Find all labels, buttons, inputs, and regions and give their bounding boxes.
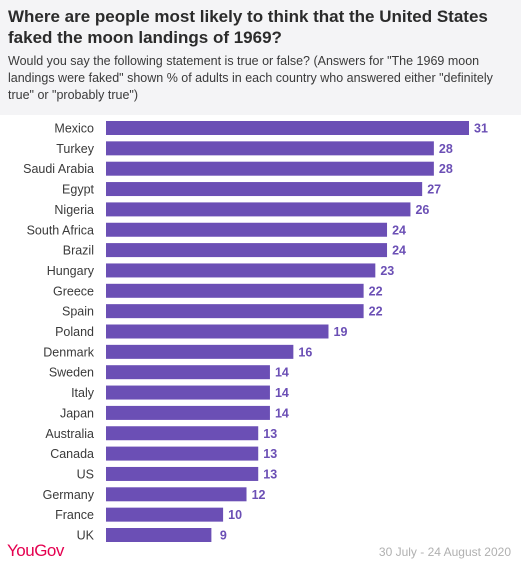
value-label-brazil: 24 xyxy=(392,244,406,258)
value-label-nigeria: 26 xyxy=(415,203,429,217)
category-label-japan: Japan xyxy=(60,406,94,420)
category-label-hungary: Hungary xyxy=(47,264,95,278)
bar-spain xyxy=(106,304,364,319)
value-label-mexico: 31 xyxy=(474,122,488,136)
value-label-germany: 12 xyxy=(252,488,266,502)
chart-header: Where are people most likely to think th… xyxy=(0,0,521,115)
bar-denmark xyxy=(106,344,294,359)
bar-italy xyxy=(106,385,270,400)
bar-chart: Mexico 31 Turkey 28 Saudi Arabia 28 Egypt 27 Nig… xyxy=(23,121,488,543)
category-label-italy: Italy xyxy=(71,386,95,400)
category-label-sweden: Sweden xyxy=(49,366,94,380)
value-label-canada: 13 xyxy=(263,447,277,461)
bar-brazil xyxy=(106,243,388,258)
value-label-france: 10 xyxy=(228,508,242,522)
value-label-australia: 13 xyxy=(263,427,277,441)
bar-mexico xyxy=(106,121,469,135)
chart-subtitle: Would you say the following statement is… xyxy=(8,54,493,102)
value-label-greece: 22 xyxy=(369,284,383,298)
category-label-mexico: Mexico xyxy=(54,122,94,136)
chart-title: Where are people most likely to think th… xyxy=(8,7,488,47)
yougov-logo: YouGov xyxy=(7,541,64,560)
value-label-poland: 19 xyxy=(334,325,348,339)
value-label-egypt: 27 xyxy=(427,183,441,197)
value-label-denmark: 16 xyxy=(298,345,312,359)
category-label-brazil: Brazil xyxy=(63,244,94,258)
category-label-turkey: Turkey xyxy=(56,142,94,156)
category-label-canada: Canada xyxy=(50,447,94,461)
bar-japan xyxy=(106,405,270,420)
bar-france xyxy=(106,507,224,522)
bar-germany xyxy=(106,487,247,502)
bar-greece xyxy=(106,283,364,298)
value-label-turkey: 28 xyxy=(439,142,453,156)
bar-south-africa xyxy=(106,222,388,237)
category-label-south-africa: South Africa xyxy=(27,223,94,237)
value-label-uk: 9 xyxy=(220,529,227,543)
bar-australia xyxy=(106,426,259,441)
category-label-us: US xyxy=(77,467,94,481)
category-label-france: France xyxy=(55,508,94,522)
bar-hungary xyxy=(106,263,376,278)
value-label-us: 13 xyxy=(263,467,277,481)
value-label-japan: 14 xyxy=(275,406,289,420)
category-label-greece: Greece xyxy=(53,284,94,298)
bar-egypt xyxy=(106,182,423,197)
category-label-poland: Poland xyxy=(55,325,94,339)
bar-poland xyxy=(106,324,329,339)
category-label-nigeria: Nigeria xyxy=(54,203,94,217)
value-label-hungary: 23 xyxy=(380,264,394,278)
bar-nigeria xyxy=(106,202,411,217)
date-range-footnote: 30 July - 24 August 2020 xyxy=(378,545,511,559)
value-label-saudi-arabia: 28 xyxy=(439,162,453,176)
category-label-denmark: Denmark xyxy=(43,345,94,359)
bar-turkey xyxy=(106,141,434,156)
bar-us xyxy=(106,466,259,481)
bar-saudi-arabia xyxy=(106,161,434,176)
value-label-sweden: 14 xyxy=(275,366,289,380)
value-label-spain: 22 xyxy=(369,305,383,319)
value-label-south-africa: 24 xyxy=(392,223,406,237)
category-label-uk: UK xyxy=(77,529,95,543)
bar-canada xyxy=(106,446,259,461)
value-label-italy: 14 xyxy=(275,386,289,400)
category-label-australia: Australia xyxy=(45,427,94,441)
category-label-egypt: Egypt xyxy=(62,183,94,197)
bar-uk xyxy=(106,528,212,542)
category-label-germany: Germany xyxy=(43,488,95,502)
category-label-saudi-arabia: Saudi Arabia xyxy=(23,162,94,176)
category-label-spain: Spain xyxy=(62,305,94,319)
bar-sweden xyxy=(106,365,270,380)
